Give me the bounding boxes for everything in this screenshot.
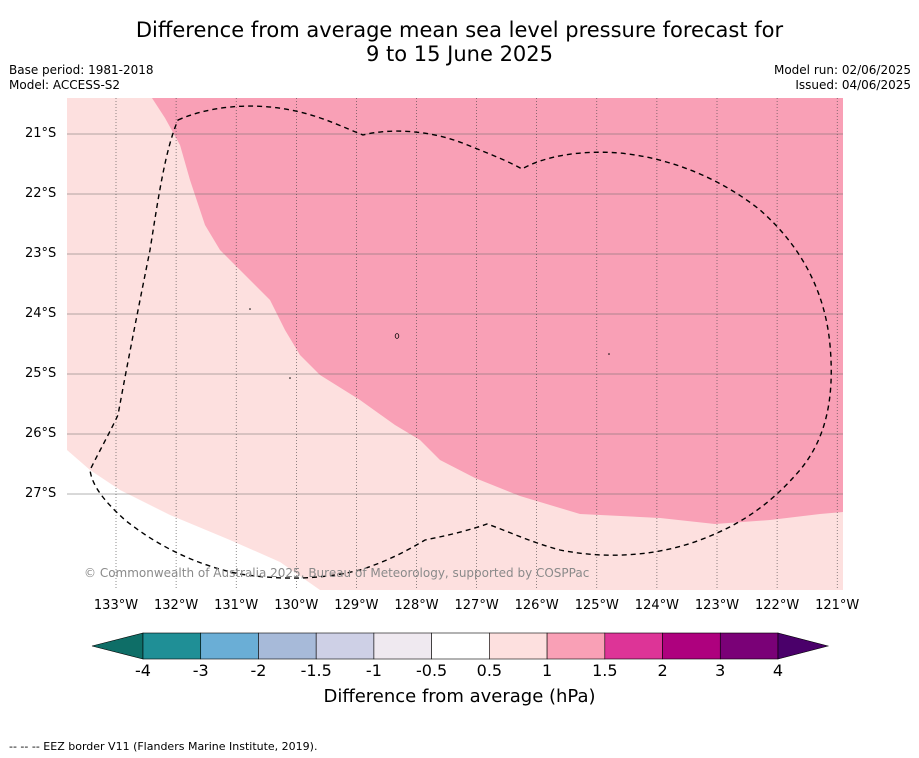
gridlines xyxy=(67,98,843,590)
island-marker xyxy=(608,353,610,355)
longitude-label: 121°W xyxy=(815,598,860,613)
longitude-label: 126°W xyxy=(514,598,559,613)
island-marker xyxy=(394,333,400,339)
colorbar-tick-label: 0.5 xyxy=(476,661,503,680)
colorbar-segment xyxy=(431,632,490,660)
island-marker xyxy=(289,377,291,379)
colorbar-segment xyxy=(546,632,606,660)
colorbar xyxy=(91,632,830,660)
colorbar-tick-label: 2 xyxy=(657,661,668,680)
colorbar-tick-label: -4 xyxy=(135,661,151,680)
longitude-label: 128°W xyxy=(394,598,439,613)
colorbar-segment xyxy=(489,632,548,660)
longitude-label: 133°W xyxy=(93,598,139,613)
colorbar-tick-label: -2 xyxy=(250,661,267,680)
latitude-label: 23°S xyxy=(25,246,57,261)
colorbar-segment xyxy=(142,632,202,660)
latitude-label: 25°S xyxy=(25,366,57,381)
colorbar-segment xyxy=(373,632,432,660)
longitude-label: 124°W xyxy=(634,598,679,613)
colorbar-segment xyxy=(315,632,375,660)
chart-title: Difference from average mean sea level p… xyxy=(0,18,919,66)
longitude-label: 132°W xyxy=(154,598,199,613)
island-marker xyxy=(249,308,251,310)
latitude-label: 22°S xyxy=(25,186,57,201)
longitude-label: 129°W xyxy=(334,598,379,613)
colorbar-tick-label: 1.5 xyxy=(592,661,618,680)
longitude-label: 130°W xyxy=(274,598,319,613)
region-positive-anomaly xyxy=(152,98,843,524)
run-info: Model run: 02/06/2025 Issued: 04/06/2025 xyxy=(774,63,911,93)
longitude-label: 131°W xyxy=(214,598,259,613)
latitude-label: 26°S xyxy=(25,426,57,441)
colorbar-tick-label: 1 xyxy=(541,661,553,680)
colorbar-tick-label: 3 xyxy=(715,661,726,680)
issued-date: Issued: 04/06/2025 xyxy=(795,78,911,92)
longitude-label: 122°W xyxy=(755,598,800,613)
longitude-label: 127°W xyxy=(454,598,499,613)
title-line-1: Difference from average mean sea level p… xyxy=(135,18,784,42)
colorbar-tick-label: -0.5 xyxy=(416,661,448,680)
copyright-notice: © Commonwealth of Australia 2025, Bureau… xyxy=(84,566,590,580)
footnote: -- -- -- EEZ border V11 (Flanders Marine… xyxy=(9,740,318,753)
colorbar-segment xyxy=(719,632,779,660)
longitude-label: 123°W xyxy=(694,598,740,613)
colorbar-tick-label: -1 xyxy=(365,661,382,680)
colorbar-extend-high xyxy=(777,632,830,660)
colorbar-title: Difference from average (hPa) xyxy=(323,686,596,707)
colorbar-segment xyxy=(662,632,721,660)
title-line-2: 9 to 15 June 2025 xyxy=(365,42,554,66)
model-run: Model run: 02/06/2025 xyxy=(773,63,911,77)
model-name: Model: ACCESS-S2 xyxy=(9,78,121,92)
base-period-info: Base period: 1981-2018 Model: ACCESS-S2 xyxy=(9,63,154,93)
latitude-label: 27°S xyxy=(25,486,57,501)
colorbar-segment xyxy=(258,632,317,660)
longitude-label: 125°W xyxy=(574,598,619,613)
colorbar-segment xyxy=(604,632,663,660)
colorbar-tick-label: 4 xyxy=(772,661,784,680)
latitude-label: 24°S xyxy=(25,306,57,321)
colorbar-tick-label: -1.5 xyxy=(300,661,332,680)
region-neutral xyxy=(67,450,320,590)
colorbar-extend-low xyxy=(91,632,144,660)
latitude-label: 21°S xyxy=(25,126,57,141)
colorbar-tick-label: -3 xyxy=(192,661,209,680)
base-period: Base period: 1981-2018 xyxy=(9,63,154,77)
colorbar-segment xyxy=(200,632,259,660)
eez-border xyxy=(89,105,832,579)
